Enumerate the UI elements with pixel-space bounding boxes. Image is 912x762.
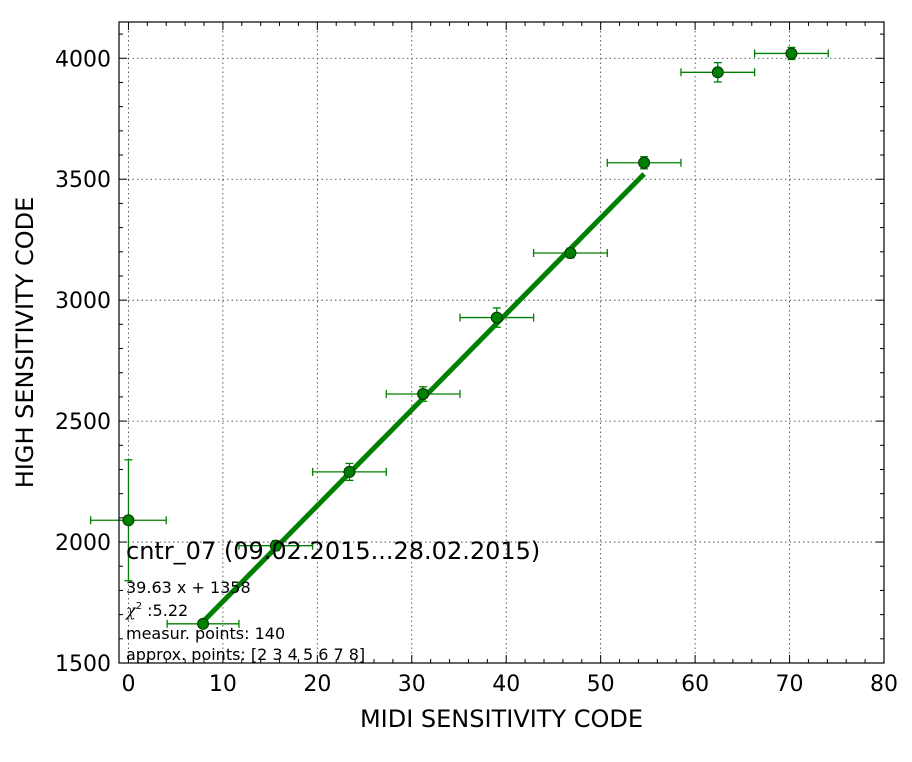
chi-value: :5.22 <box>142 601 188 620</box>
data-point-group <box>606 156 682 170</box>
data-point <box>564 247 577 260</box>
data-point-group <box>90 459 167 582</box>
data-point-group <box>753 46 829 61</box>
x-tick-label: 60 <box>681 672 709 697</box>
y-tick-label: 2000 <box>55 531 111 556</box>
data-points-layer <box>90 46 829 630</box>
data-point <box>490 311 503 324</box>
fit-annotations: cntr_07 (09.02.2015...28.02.2015) 39.63 … <box>125 537 540 664</box>
chi-superscript: 2 <box>136 601 142 612</box>
data-point-group <box>532 247 608 260</box>
data-point <box>417 388 430 401</box>
data-point <box>785 47 798 60</box>
x-tick-label: 10 <box>209 672 237 697</box>
data-point <box>638 156 651 169</box>
annotation-title: cntr_07 (09.02.2015...28.02.2015) <box>126 537 540 565</box>
annotation-approx-points: approx. points: [2 3 4 5 6 7 8] <box>126 645 365 664</box>
y-axis-label: HIGH SENSITIVITY CODE <box>11 197 39 489</box>
data-point-group <box>238 539 314 552</box>
plot-frame <box>118 21 885 664</box>
axis-ticks <box>119 22 885 664</box>
data-point-group <box>680 61 756 83</box>
data-point <box>122 514 135 527</box>
y-tick-label: 4000 <box>55 47 111 72</box>
x-tick-label: 80 <box>870 672 898 697</box>
x-axis-label: MIDI SENSITIVITY CODE <box>360 705 643 733</box>
x-tick-labels: 0 10 20 30 40 50 60 70 80 <box>121 672 898 697</box>
chi-symbol: χ <box>125 601 137 620</box>
data-point-group <box>459 307 535 328</box>
y-tick-label: 2500 <box>55 410 111 435</box>
annotation-equation: 39.63 x + 1358 <box>126 578 251 597</box>
data-point <box>197 617 210 630</box>
x-tick-label: 30 <box>398 672 426 697</box>
y-tick-label: 3500 <box>55 168 111 193</box>
annotation-measur-points: measur. points: 140 <box>126 624 285 643</box>
data-point-group <box>311 462 387 482</box>
y-tick-labels: 1500 2000 2500 3000 3500 4000 <box>55 47 111 677</box>
annotation-chi-squared: χ2 :5.22 <box>125 601 188 620</box>
data-point <box>711 66 724 79</box>
y-tick-label: 3000 <box>55 289 111 314</box>
data-point <box>343 465 356 478</box>
data-point <box>269 539 282 552</box>
x-tick-label: 40 <box>492 672 520 697</box>
data-point-group <box>385 386 461 402</box>
y-tick-label: 1500 <box>55 652 111 677</box>
x-tick-label: 50 <box>587 672 615 697</box>
x-tick-label: 20 <box>303 672 331 697</box>
data-point-group <box>166 617 240 630</box>
x-tick-label: 70 <box>776 672 804 697</box>
x-tick-label: 0 <box>121 672 135 697</box>
